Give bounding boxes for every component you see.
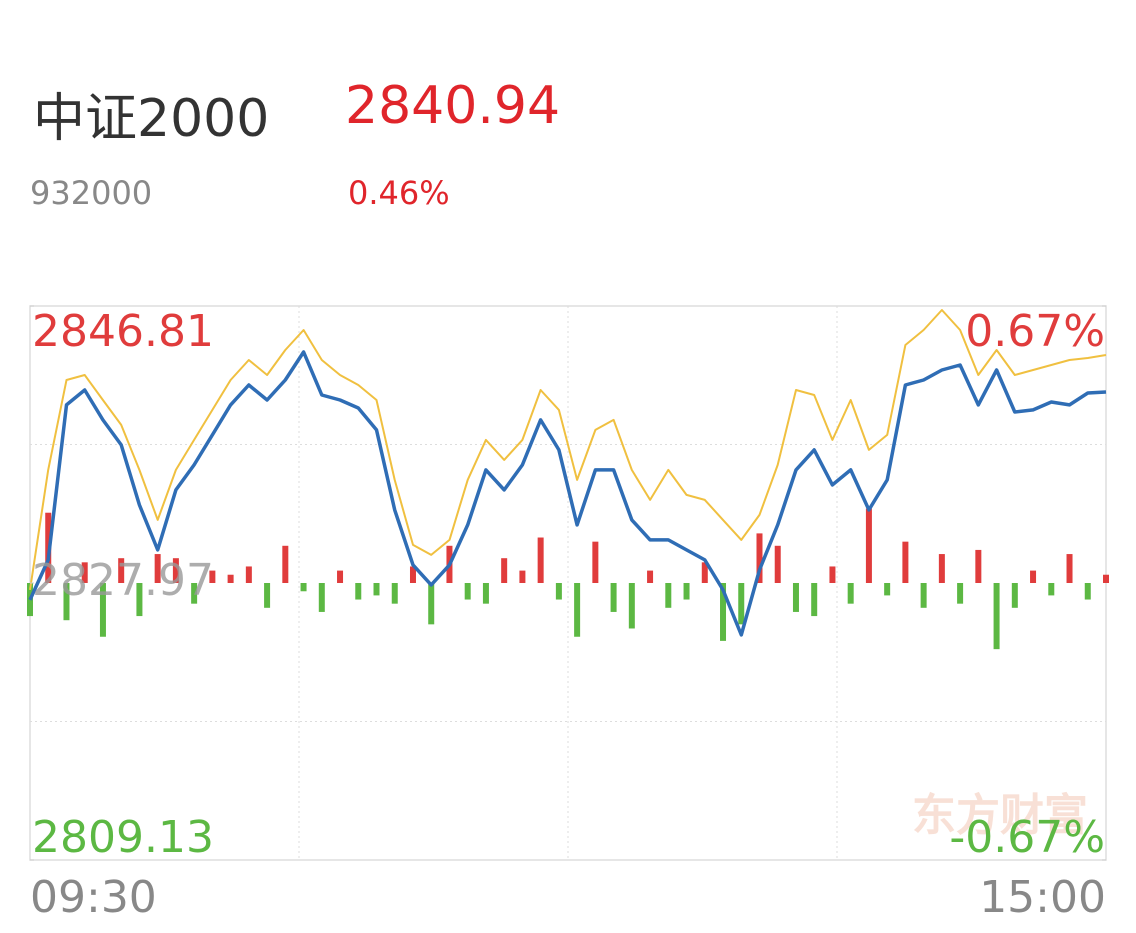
change-bar — [209, 570, 216, 583]
index-change: 0.46% — [348, 174, 450, 212]
change-bar — [464, 583, 471, 600]
change-bar — [774, 545, 781, 583]
y2-tick-label: 0.67% — [965, 306, 1105, 357]
index-code: 932000 — [30, 174, 153, 212]
change-bar — [519, 570, 526, 583]
change-bar — [1030, 570, 1037, 583]
change-bar — [610, 583, 617, 612]
change-bar — [355, 583, 362, 600]
change-bar — [902, 541, 909, 583]
change-bar — [1084, 583, 1091, 600]
change-bar — [118, 558, 125, 583]
change-bar — [245, 566, 252, 583]
change-bar — [501, 558, 508, 583]
y-tick-label: 2809.13 — [32, 812, 214, 863]
change-bar — [373, 583, 380, 596]
change-bar — [1011, 583, 1018, 608]
price-line — [28, 350, 1107, 637]
change-bar — [99, 583, 106, 637]
change-bar — [701, 562, 708, 583]
index-price: 2840.94 — [345, 76, 561, 136]
change-bar — [738, 583, 745, 625]
change-bar — [1066, 554, 1073, 583]
change-bar — [172, 558, 179, 583]
change-bar — [792, 583, 799, 612]
change-bar — [391, 583, 398, 604]
change-bar — [537, 537, 544, 583]
change-bar — [409, 566, 416, 583]
change-bar — [920, 583, 927, 608]
x-tick-label: 15:00 — [979, 872, 1106, 923]
change-bar — [337, 570, 344, 583]
change-bar — [154, 554, 161, 583]
y-tick-label: 2846.81 — [32, 306, 214, 357]
change-bar — [282, 545, 289, 583]
change-bar — [136, 583, 143, 617]
change-bar — [227, 574, 234, 583]
change-bar — [1103, 574, 1109, 583]
change-bar — [647, 570, 654, 583]
change-bar — [628, 583, 635, 629]
y2-tick-label: -0.67% — [949, 812, 1105, 863]
change-bar — [683, 583, 690, 600]
change-bar — [756, 533, 763, 583]
change-bar — [81, 562, 88, 583]
x-tick-label: 09:30 — [30, 872, 157, 923]
change-bar — [884, 583, 891, 596]
change-bar — [300, 583, 307, 592]
change-bar — [865, 508, 872, 583]
change-bar — [975, 549, 982, 583]
change-bar — [191, 583, 198, 604]
change-bar — [957, 583, 964, 604]
change-bar — [264, 583, 271, 608]
watermark: 东方财富 — [912, 790, 1088, 841]
change-bar — [829, 566, 836, 583]
change-bar — [1048, 583, 1055, 596]
change-bar — [993, 583, 1000, 650]
change-bar — [720, 583, 727, 641]
change-bar — [665, 583, 672, 608]
price-line — [29, 309, 1107, 591]
change-bar — [938, 554, 945, 583]
change-bar — [482, 583, 489, 604]
y-tick-label: 2827.97 — [32, 555, 214, 606]
change-bar — [592, 541, 599, 583]
change-bar — [847, 583, 854, 604]
change-bar — [428, 583, 435, 625]
change-bar — [574, 583, 581, 637]
change-bar — [811, 583, 818, 617]
change-bar — [63, 583, 70, 621]
change-bar — [555, 583, 562, 600]
change-bar — [318, 583, 325, 612]
index-name: 中证2000 — [33, 89, 270, 149]
